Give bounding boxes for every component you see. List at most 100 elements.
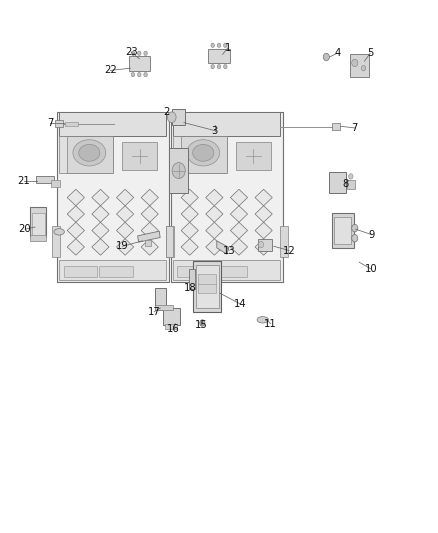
Text: 4: 4	[334, 49, 340, 58]
Polygon shape	[67, 239, 85, 255]
Bar	[129, 56, 150, 71]
Polygon shape	[181, 222, 198, 239]
Polygon shape	[92, 189, 109, 206]
Bar	[65, 122, 78, 126]
Circle shape	[144, 51, 147, 55]
Circle shape	[352, 59, 358, 67]
Text: 5: 5	[367, 49, 373, 58]
Bar	[145, 240, 151, 246]
Bar	[138, 231, 160, 242]
Polygon shape	[141, 189, 159, 206]
Bar	[171, 112, 283, 282]
Ellipse shape	[193, 144, 214, 161]
Text: 11: 11	[264, 319, 277, 328]
Circle shape	[211, 64, 215, 69]
Circle shape	[223, 43, 227, 47]
Text: 19: 19	[116, 241, 129, 251]
Polygon shape	[206, 206, 223, 222]
Polygon shape	[255, 189, 272, 206]
Polygon shape	[255, 206, 272, 222]
Bar	[155, 305, 173, 310]
Bar	[332, 213, 354, 248]
Bar	[329, 172, 346, 193]
Bar	[57, 112, 169, 282]
Bar	[165, 324, 177, 329]
Bar	[66, 136, 113, 173]
Bar	[347, 180, 355, 189]
Text: 7: 7	[352, 123, 358, 133]
Text: 12: 12	[283, 246, 296, 255]
Circle shape	[323, 53, 329, 61]
Circle shape	[131, 51, 135, 55]
Bar	[236, 142, 271, 169]
Text: 8: 8	[342, 179, 348, 189]
Bar	[350, 54, 369, 77]
Bar	[173, 136, 181, 173]
Polygon shape	[141, 239, 159, 255]
Bar	[208, 49, 230, 63]
Text: 2: 2	[163, 107, 170, 117]
Ellipse shape	[54, 229, 64, 235]
Text: 22: 22	[104, 66, 117, 75]
Polygon shape	[92, 239, 109, 255]
Circle shape	[211, 43, 215, 47]
Text: 23: 23	[125, 47, 138, 57]
Polygon shape	[117, 206, 134, 222]
Bar	[166, 226, 173, 257]
Text: 21: 21	[18, 176, 31, 186]
Polygon shape	[230, 189, 247, 206]
Circle shape	[217, 64, 221, 69]
Polygon shape	[181, 239, 198, 255]
Text: 3: 3	[212, 126, 218, 135]
Polygon shape	[92, 206, 109, 222]
Circle shape	[361, 66, 366, 71]
Bar	[166, 226, 174, 257]
Ellipse shape	[172, 163, 185, 179]
Circle shape	[352, 235, 358, 242]
Bar	[99, 266, 133, 277]
Text: 15: 15	[195, 320, 208, 330]
Polygon shape	[230, 239, 247, 255]
Circle shape	[258, 241, 264, 248]
Text: 10: 10	[365, 264, 378, 274]
Circle shape	[167, 112, 176, 123]
Text: 7: 7	[47, 118, 53, 127]
Ellipse shape	[79, 144, 100, 161]
Bar	[30, 235, 46, 241]
Text: 17: 17	[148, 307, 161, 317]
Bar	[64, 266, 97, 277]
Circle shape	[131, 72, 135, 77]
Bar	[180, 136, 227, 173]
Bar	[198, 274, 216, 293]
Text: 16: 16	[167, 324, 180, 334]
Polygon shape	[67, 222, 85, 239]
Polygon shape	[67, 206, 85, 222]
Polygon shape	[117, 239, 134, 255]
Circle shape	[223, 64, 227, 69]
Text: 18: 18	[184, 283, 197, 293]
Ellipse shape	[73, 140, 106, 166]
Circle shape	[217, 43, 221, 47]
Bar	[30, 207, 46, 237]
Bar	[59, 260, 166, 280]
Bar	[213, 266, 247, 277]
Bar	[189, 269, 195, 289]
Polygon shape	[141, 222, 159, 239]
Polygon shape	[206, 239, 223, 255]
Bar	[122, 142, 158, 169]
Bar	[173, 112, 280, 136]
Polygon shape	[92, 222, 109, 239]
Circle shape	[138, 51, 141, 55]
Bar	[173, 260, 280, 280]
Polygon shape	[67, 189, 85, 206]
Bar	[196, 265, 219, 308]
Bar	[163, 308, 180, 325]
Polygon shape	[117, 189, 134, 206]
Bar	[32, 213, 45, 235]
Ellipse shape	[187, 140, 219, 166]
Bar	[258, 239, 272, 251]
Circle shape	[352, 224, 358, 232]
Text: 20: 20	[19, 224, 31, 234]
Bar	[193, 261, 221, 312]
Bar	[177, 266, 211, 277]
